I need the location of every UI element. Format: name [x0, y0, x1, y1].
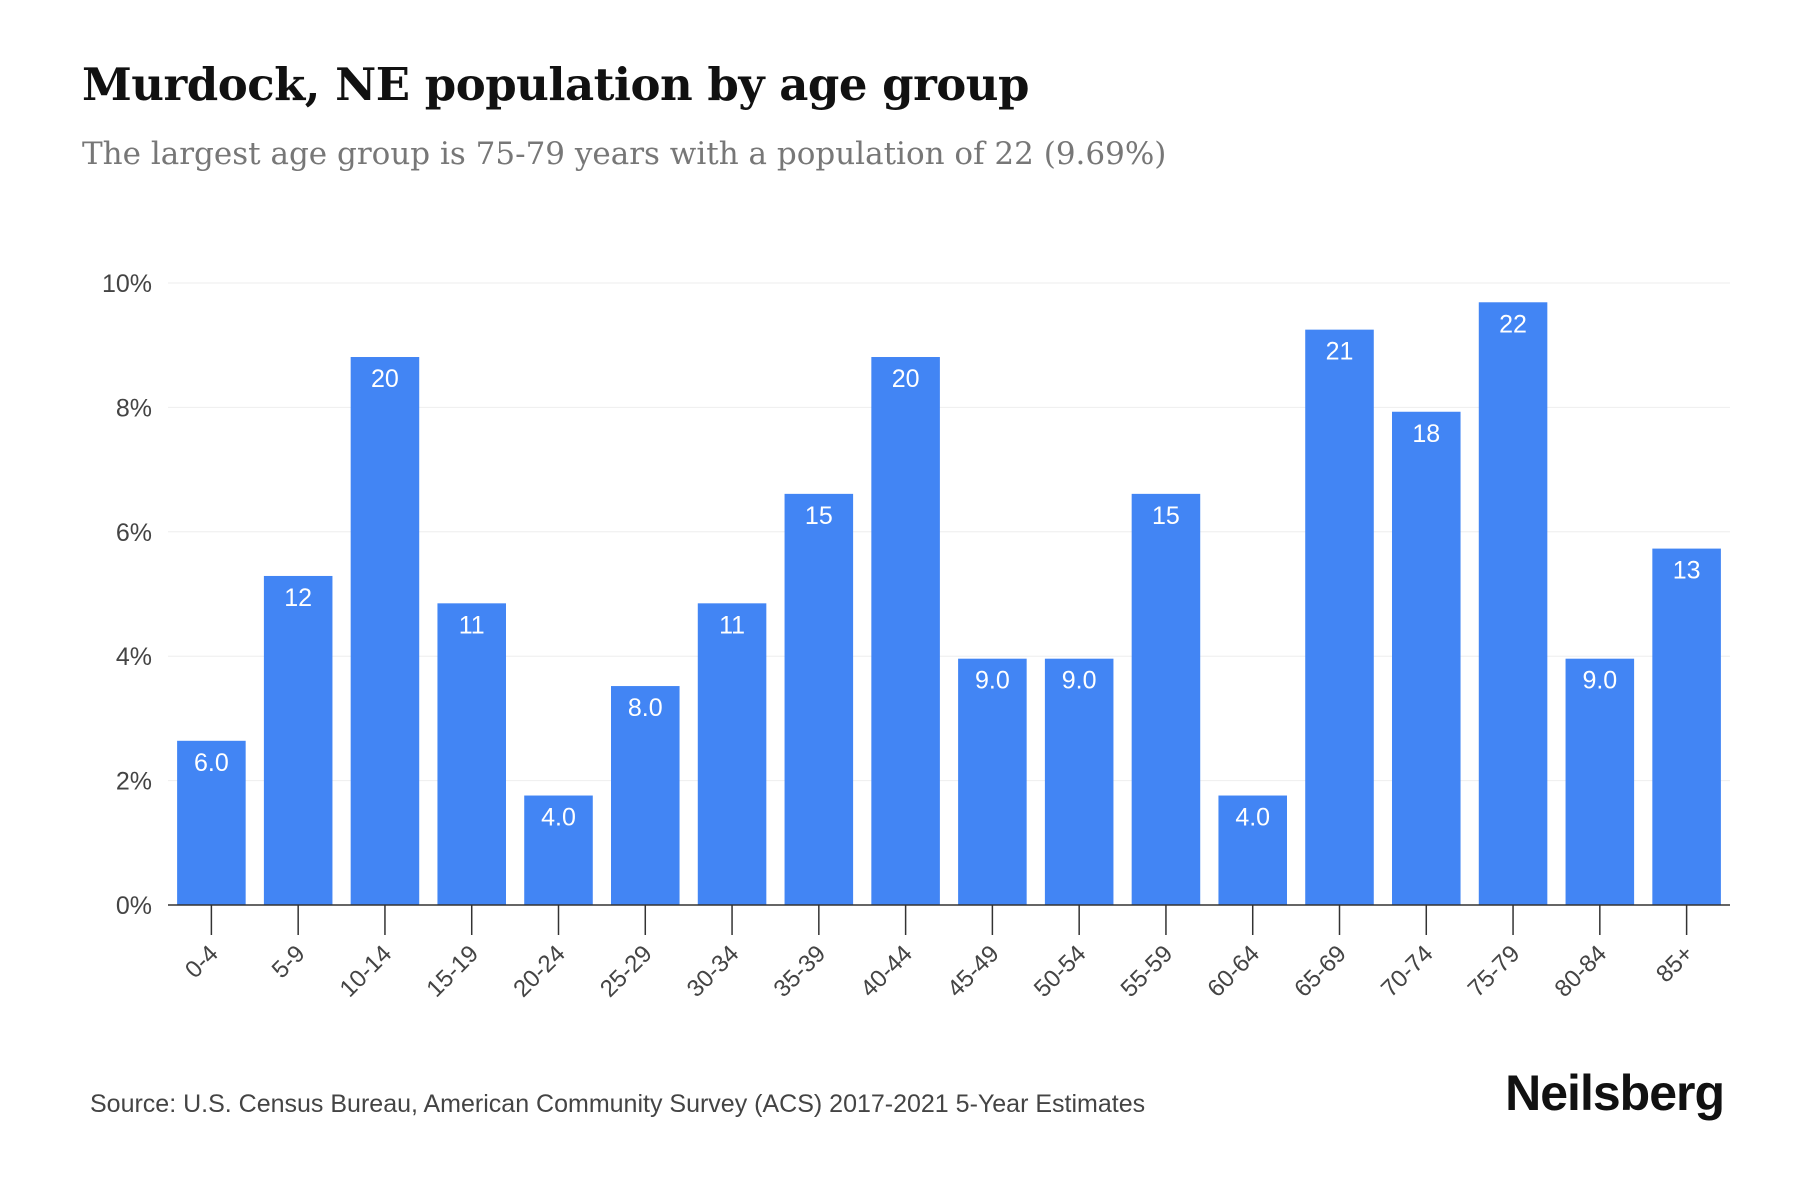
- brand-logo: Neilsberg: [1505, 1065, 1725, 1121]
- bar-70-74: [1392, 411, 1461, 905]
- x-tick-label: 55-59: [1116, 940, 1179, 1003]
- x-tick-label: 85+: [1651, 940, 1699, 988]
- bar-value-label: 20: [892, 365, 920, 393]
- y-tick-label: 8%: [116, 394, 152, 422]
- bar-value-label: 18: [1412, 420, 1440, 448]
- grid-lines: [168, 282, 1730, 782]
- y-tick-label: 10%: [102, 270, 152, 298]
- bar-30-34: [697, 603, 767, 905]
- bar-20-24: [524, 795, 593, 905]
- source-note: Source: U.S. Census Bureau, American Com…: [90, 1090, 1146, 1118]
- bar-value-label: 15: [805, 502, 833, 530]
- bars: [177, 302, 1721, 906]
- bar-chart: 0% 2% 4% 6% 8% 10% 6.0 12 20 11 4.0 8.0 11 15 20 9.0 9.…: [102, 270, 1730, 1003]
- bar-25-29: [611, 686, 680, 905]
- bar-value-label: 11: [719, 611, 745, 639]
- x-tick-label: 10-14: [335, 940, 398, 1003]
- x-tick-label: 15-19: [421, 940, 484, 1003]
- x-tick-label: 5-9: [267, 940, 311, 984]
- x-axis: 0-4 5-9 10-14 15-19 20-24 25-29 30-34 35-39 40-4…: [168, 904, 1730, 1003]
- x-tick-label: 25-29: [595, 940, 658, 1003]
- bar-35-39: [784, 493, 854, 905]
- x-tick-label: 35-39: [769, 940, 832, 1003]
- bar-65-69: [1305, 329, 1374, 905]
- y-axis-tick-labels: 0% 2% 4% 6% 8% 10%: [102, 270, 152, 920]
- x-tick-label: 80-84: [1550, 940, 1613, 1003]
- bar-value-label: 4.0: [541, 804, 576, 832]
- bar-value-labels: 6.0 12 20 11 4.0 8.0 11 15 20 9.0 9.0 15 4.0 21 18 22 9.…: [194, 310, 1701, 831]
- bar-10-14: [350, 357, 420, 905]
- bar-value-label: 9.0: [1062, 667, 1097, 695]
- bar-value-label: 20: [371, 365, 399, 393]
- bar-value-label: 21: [1326, 338, 1354, 366]
- chart-title: Murdock, NE population by age group: [82, 58, 1030, 111]
- x-tick-label: 20-24: [508, 940, 571, 1003]
- y-tick-label: 0%: [116, 892, 152, 920]
- bar-60-64: [1218, 795, 1287, 905]
- bar-value-label: 4.0: [1235, 804, 1270, 832]
- y-tick-label: 6%: [116, 519, 152, 547]
- bar-value-label: 15: [1152, 502, 1180, 530]
- bar-15-19: [437, 603, 506, 905]
- x-tick-label: 65-69: [1289, 940, 1352, 1003]
- bar-45-49: [958, 658, 1027, 905]
- x-tick-label: 50-54: [1029, 940, 1092, 1003]
- y-tick-label: 2%: [116, 768, 152, 796]
- bar-value-label: 11: [459, 611, 485, 639]
- x-tick-label: 60-64: [1202, 940, 1265, 1003]
- bar-85+: [1652, 548, 1721, 905]
- x-tick-label: 40-44: [855, 940, 918, 1003]
- bar-value-label: 6.0: [194, 749, 229, 777]
- bar-value-label: 12: [284, 584, 312, 612]
- bar-55-59: [1131, 493, 1201, 905]
- bar-value-label: 22: [1499, 310, 1527, 338]
- bar-75-79: [1478, 302, 1548, 906]
- x-tick-label: 0-4: [180, 940, 224, 984]
- x-tick-label: 30-34: [682, 940, 745, 1003]
- x-tick-label: 70-74: [1376, 940, 1439, 1003]
- bar-5-9: [263, 575, 333, 905]
- bar-0-4: [177, 740, 246, 905]
- bar-value-label: 13: [1673, 557, 1701, 585]
- x-tick-label: 45-49: [942, 940, 1005, 1003]
- y-tick-label: 4%: [116, 643, 152, 671]
- bar-40-44: [871, 357, 940, 905]
- chart-subtitle: The largest age group is 75-79 years wit…: [82, 136, 1167, 172]
- x-tick-label: 75-79: [1463, 940, 1526, 1003]
- bar-80-84: [1565, 658, 1635, 905]
- bar-value-label: 8.0: [628, 694, 663, 722]
- bar-value-label: 9.0: [1582, 667, 1617, 695]
- bar-50-54: [1044, 658, 1114, 905]
- bar-value-label: 9.0: [975, 667, 1010, 695]
